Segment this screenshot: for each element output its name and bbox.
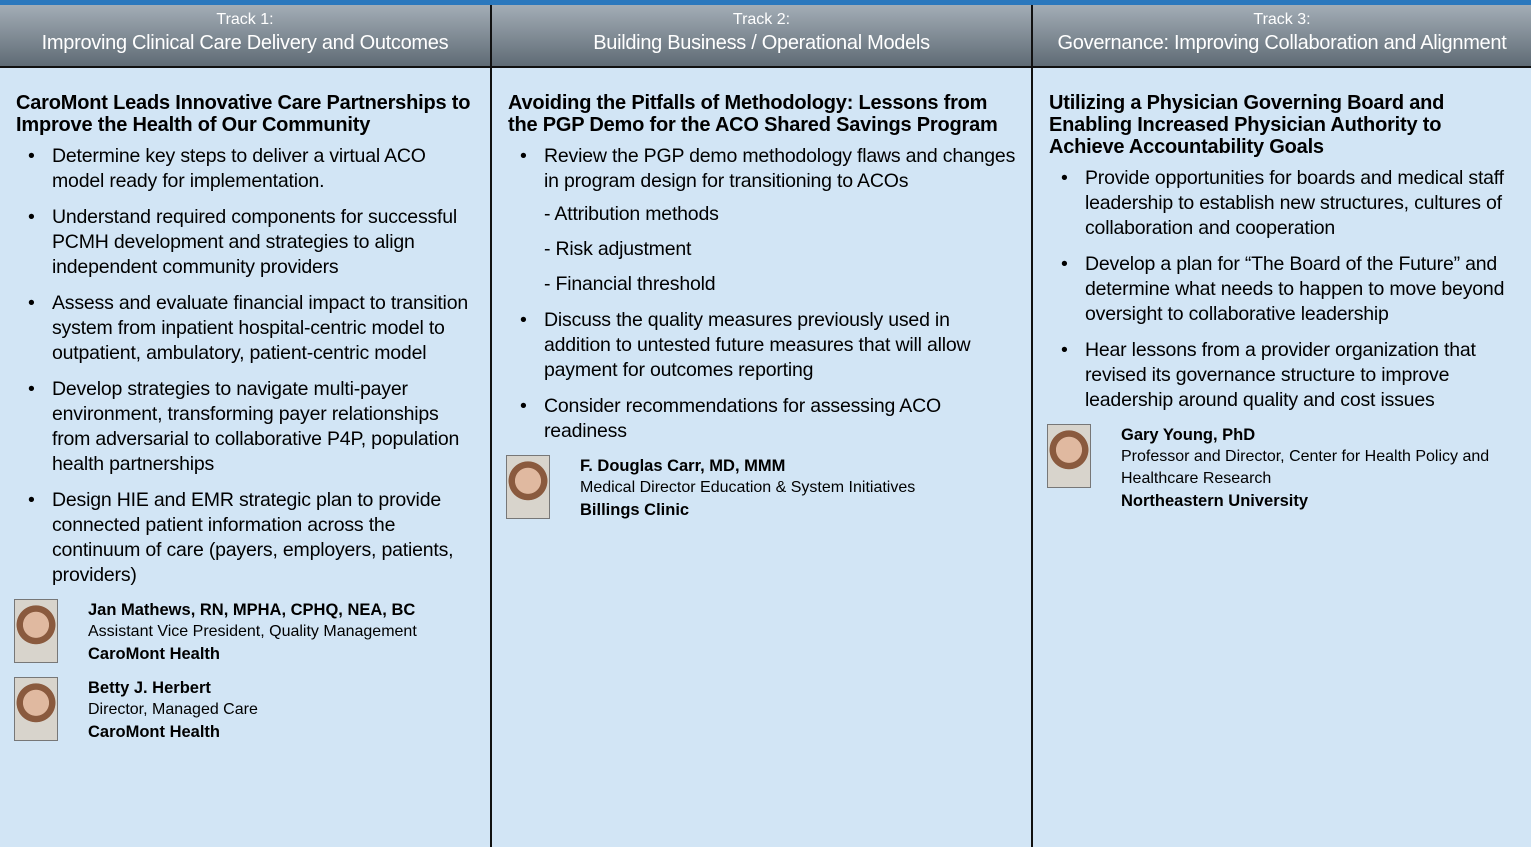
speaker-title: Assistant Vice President, Quality Manage… xyxy=(88,623,417,640)
bullet-text: Provide opportunities for boards and med… xyxy=(1085,167,1504,239)
bullet-text: Discuss the quality measures previously … xyxy=(544,309,971,381)
track-body: Utilizing a Physician Governing Board an… xyxy=(1033,68,1531,512)
sub-list: - Attribution methods - Risk adjustment - … xyxy=(544,202,1019,297)
bullet-item: Design HIE and EMR strategic plan to pro… xyxy=(14,488,478,588)
speaker: Gary Young, PhD Professor and Director, C… xyxy=(1047,424,1519,512)
track-label: Track 3: xyxy=(1253,11,1311,28)
track-body: Avoiding the Pitfalls of Methodology: Le… xyxy=(492,68,1031,521)
speaker-info: Gary Young, PhD Professor and Director, C… xyxy=(1121,424,1519,512)
session-title: Avoiding the Pitfalls of Methodology: Le… xyxy=(508,92,998,136)
speaker-info: Jan Mathews, RN, MPHA, CPHQ, NEA, BC Assi… xyxy=(88,599,417,665)
speaker-name: Gary Young, PhD xyxy=(1121,426,1256,444)
track-column: Track 2: Building Business / Operational … xyxy=(492,5,1033,847)
track-column: Track 1: Improving Clinical Care Delivery… xyxy=(0,5,492,847)
speaker-photo xyxy=(506,455,550,519)
track-name: Governance: Improving Collaboration and … xyxy=(1057,32,1507,54)
track-column: Track 3: Governance: Improving Collaborat… xyxy=(1033,5,1531,847)
speaker-org: CaroMont Health xyxy=(88,723,220,741)
speaker-org: Billings Clinic xyxy=(580,501,690,519)
session-title: CaroMont Leads Innovative Care Partnersh… xyxy=(16,92,471,136)
track-body: CaroMont Leads Innovative Care Partnersh… xyxy=(0,68,490,743)
speaker-photo xyxy=(1047,424,1091,488)
bullet-item: Assess and evaluate financial impact to … xyxy=(14,291,478,366)
bullet-item: Provide opportunities for boards and med… xyxy=(1047,166,1519,241)
bullet-item: Determine key steps to deliver a virtual… xyxy=(14,144,478,194)
speaker-org: Northeastern University xyxy=(1121,492,1309,510)
bullet-item: Hear lessons from a provider organizatio… xyxy=(1047,338,1519,413)
bullet-text: Consider recommendations for assessing A… xyxy=(544,395,941,442)
sub-item: - Financial threshold xyxy=(544,273,716,295)
speaker-photo xyxy=(14,599,58,663)
bullet-item: Review the PGP demo methodology flaws an… xyxy=(506,144,1019,297)
bullet-item: Understand required components for succe… xyxy=(14,205,478,280)
bullet-list: Review the PGP demo methodology flaws an… xyxy=(506,144,1019,444)
speaker-title: Director, Managed Care xyxy=(88,701,258,718)
speaker-name: Jan Mathews, RN, MPHA, CPHQ, NEA, BC xyxy=(88,601,416,619)
bullet-list: Determine key steps to deliver a virtual… xyxy=(14,144,478,588)
bullet-list: Provide opportunities for boards and med… xyxy=(1047,166,1519,413)
speaker-name: Betty J. Herbert xyxy=(88,679,211,697)
speaker-info: Betty J. Herbert Director, Managed Care Ca… xyxy=(88,677,258,743)
bullet-text: Hear lessons from a provider organizatio… xyxy=(1085,339,1476,411)
speaker: F. Douglas Carr, MD, MMM Medical Director… xyxy=(506,455,1019,521)
track-name: Improving Clinical Care Delivery and Out… xyxy=(41,32,449,54)
track-header: Track 2: Building Business / Operational … xyxy=(492,5,1031,68)
bullet-text: Develop strategies to navigate multi-pay… xyxy=(52,378,460,475)
bullet-item: Develop strategies to navigate multi-pay… xyxy=(14,377,478,477)
speaker: Jan Mathews, RN, MPHA, CPHQ, NEA, BC Assi… xyxy=(14,599,478,665)
bullet-text: Assess and evaluate financial impact to … xyxy=(52,292,468,364)
speaker-title: Professor and Director, Center for Healt… xyxy=(1121,448,1490,487)
bullet-text: Understand required components for succe… xyxy=(52,206,458,278)
speaker-org: CaroMont Health xyxy=(88,645,220,663)
session-title: Utilizing a Physician Governing Board an… xyxy=(1049,92,1445,158)
track-label: Track 2: xyxy=(732,11,791,28)
track-header: Track 1: Improving Clinical Care Delivery… xyxy=(0,5,490,68)
bullet-text: Determine key steps to deliver a virtual… xyxy=(52,145,426,192)
track-header: Track 3: Governance: Improving Collaborat… xyxy=(1033,5,1531,68)
speaker-title: Medical Director Education & System Init… xyxy=(580,479,916,496)
bullet-text: Design HIE and EMR strategic plan to pro… xyxy=(52,489,454,586)
sub-item: - Risk adjustment xyxy=(544,238,692,260)
track-label: Track 1: xyxy=(216,11,274,28)
track-name: Building Business / Operational Models xyxy=(593,32,930,54)
bullet-item: Discuss the quality measures previously … xyxy=(506,308,1019,383)
speaker-name: F. Douglas Carr, MD, MMM xyxy=(580,457,786,475)
bullet-text: Develop a plan for “The Board of the Fut… xyxy=(1085,253,1505,325)
bullet-item: Consider recommendations for assessing A… xyxy=(506,394,1019,444)
speaker-photo xyxy=(14,677,58,741)
bullet-item: Develop a plan for “The Board of the Fut… xyxy=(1047,252,1519,327)
bullet-text: Review the PGP demo methodology flaws an… xyxy=(544,145,1016,192)
speaker: Betty J. Herbert Director, Managed Care Ca… xyxy=(14,677,478,743)
sub-item: - Attribution methods xyxy=(544,203,719,225)
speaker-info: F. Douglas Carr, MD, MMM Medical Director… xyxy=(580,455,915,521)
